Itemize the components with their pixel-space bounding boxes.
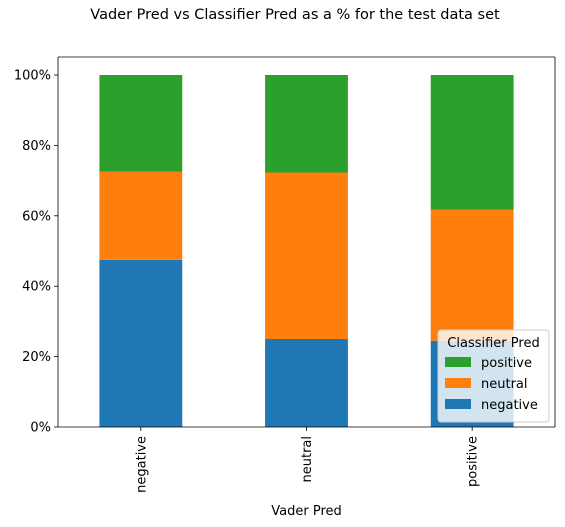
legend-label-positive: positive	[481, 356, 532, 371]
bar-positive-positive	[431, 75, 514, 210]
y-tick-label: 60%	[22, 209, 51, 224]
legend: Classifier Pred positive neutral negative	[438, 330, 549, 422]
bar-neutral-positive	[265, 75, 348, 173]
bar-negative-neutral	[99, 172, 182, 260]
legend-swatch-negative	[445, 399, 471, 409]
y-tick-label: 20%	[22, 350, 51, 365]
legend-label-negative: negative	[481, 398, 538, 413]
bar-neutral-neutral	[265, 173, 348, 339]
bar-neutral-negative	[265, 339, 348, 427]
bar-negative-positive	[99, 75, 182, 172]
y-tick-label: 0%	[30, 421, 51, 436]
y-tick-label: 100%	[14, 69, 51, 84]
x-axis-label: Vader Pred	[271, 504, 342, 519]
legend-swatch-positive	[445, 357, 471, 367]
bar-positive-neutral	[431, 210, 514, 341]
bar-negative-negative	[99, 260, 182, 427]
legend-swatch-neutral	[445, 378, 471, 388]
y-tick-label: 80%	[22, 139, 51, 154]
legend-title: Classifier Pred	[447, 336, 539, 351]
x-tick-label-negative: negative	[134, 436, 149, 493]
legend-label-neutral: neutral	[481, 377, 528, 392]
y-tick-label: 40%	[22, 280, 51, 295]
x-tick-label-positive: positive	[466, 436, 481, 487]
x-tick-label-neutral: neutral	[300, 436, 315, 483]
